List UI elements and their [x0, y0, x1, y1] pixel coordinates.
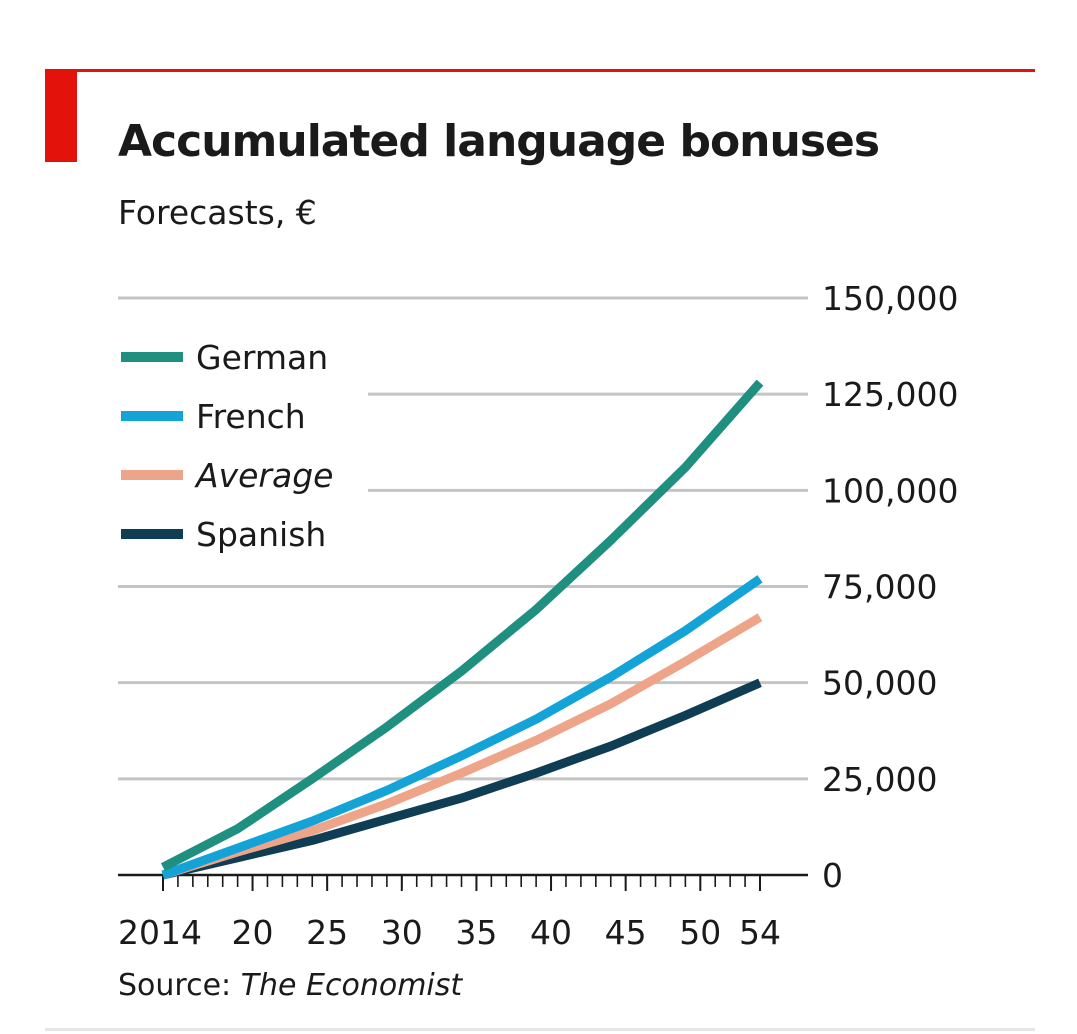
x-tick-label: 2014 — [118, 913, 202, 952]
x-tick-label: 25 — [306, 913, 348, 952]
legend-swatch — [121, 529, 183, 539]
x-tick-label: 40 — [530, 913, 572, 952]
series-line-german — [160, 379, 764, 872]
y-tick-label: 150,000 — [822, 279, 958, 318]
chart-title: Accumulated language bonuses — [118, 116, 880, 167]
legend-swatch — [121, 470, 183, 480]
y-tick-label: 50,000 — [822, 664, 937, 703]
legend-label: Average — [194, 456, 333, 495]
y-tick-label: 100,000 — [822, 471, 958, 510]
legend-label: German — [196, 338, 328, 377]
x-tick-label: 30 — [381, 913, 423, 952]
source-note: Source: The Economist — [118, 968, 462, 1003]
legend-label: French — [196, 397, 306, 436]
source-label: Source: — [118, 968, 232, 1003]
series-lines — [160, 379, 764, 880]
x-tick-label: 35 — [455, 913, 497, 952]
legend: German French Average Spanish — [121, 338, 333, 554]
series-line-french — [161, 575, 763, 880]
x-axis: 2014 20 25 30 35 40 45 50 54 — [118, 873, 808, 952]
series-line-spanish — [161, 678, 762, 880]
source-publication: The Economist — [240, 968, 463, 1003]
legend-swatch — [121, 411, 183, 421]
y-tick-label: 0 — [822, 856, 843, 895]
legend-label: Spanish — [196, 515, 326, 554]
y-tick-label: 25,000 — [822, 760, 937, 799]
brand-tab — [45, 69, 77, 162]
chart-subtitle: Forecasts, € — [118, 193, 317, 232]
legend-swatch — [121, 352, 183, 362]
x-tick-label: 20 — [232, 913, 274, 952]
x-tick-label: 50 — [679, 913, 721, 952]
bottom-rule — [45, 1028, 1035, 1031]
y-axis-tick-labels: 0 25,000 50,000 75,000 100,000 125,000 150,000 — [822, 279, 958, 895]
x-tick-label: 45 — [605, 913, 647, 952]
gridlines — [118, 296, 808, 781]
y-tick-label: 125,000 — [822, 375, 958, 414]
top-rule — [45, 69, 1035, 72]
x-tick-label: 54 — [739, 913, 781, 952]
y-tick-label: 75,000 — [822, 568, 937, 607]
series-line-average — [161, 613, 763, 880]
